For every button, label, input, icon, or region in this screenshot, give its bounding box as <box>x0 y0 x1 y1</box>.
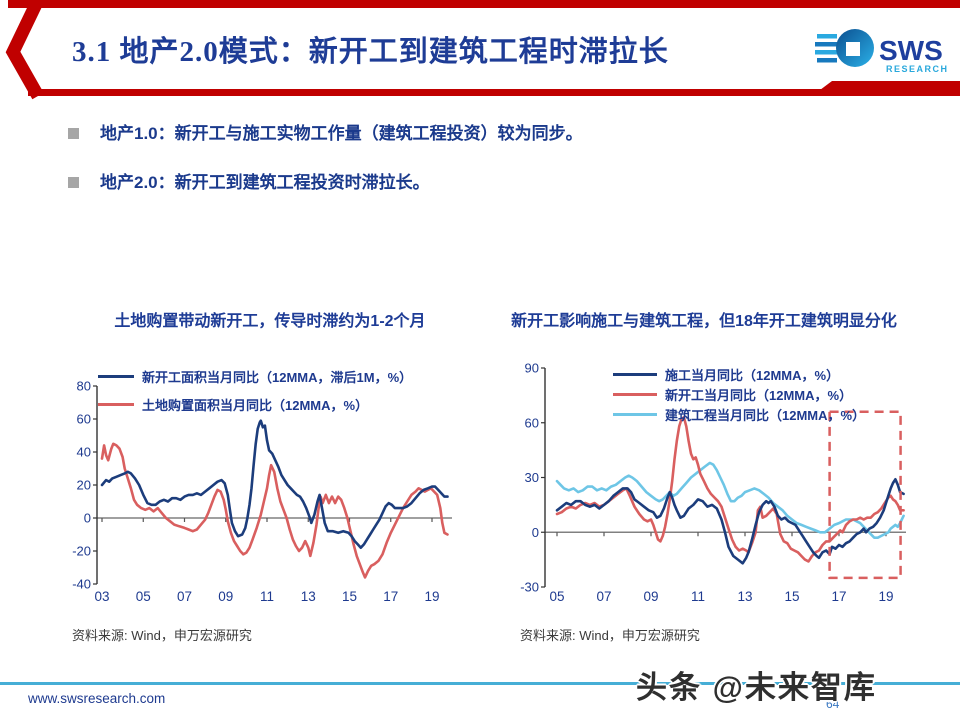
y-tick-label: 60 <box>525 415 539 430</box>
chart-title-right: 新开工影响施工与建筑工程，但18年开工建筑明显分化 <box>511 313 897 330</box>
watermark: 头条 @未来智库 <box>636 670 877 705</box>
legend-item: 新开工当月同比（12MMA，%） <box>613 384 865 404</box>
legend-line-sample <box>613 372 657 376</box>
x-tick-label: 09 <box>643 589 658 604</box>
footer-website: www.swsresearch.com <box>28 691 166 706</box>
highlight-box <box>828 410 902 580</box>
legend-label: 新开工面积当月同比（12MMA，滞后1M，%） <box>142 369 413 385</box>
footer-divider <box>0 682 960 685</box>
series-line <box>555 461 905 539</box>
x-tick-label: 19 <box>878 589 893 604</box>
legend-line-sample <box>613 392 657 396</box>
y-tick-label: 20 <box>77 478 91 493</box>
bullet-item: 地产1.0：新开工与施工实物工作量（建筑工程投资）较为同步。 <box>68 122 898 146</box>
legend-label: 建筑工程当月同比（12MMA，%） <box>665 407 866 423</box>
legend-label: 新开工当月同比（12MMA，%） <box>665 387 853 403</box>
y-tick-label: 0 <box>84 511 91 526</box>
y-tick-label: 30 <box>525 470 539 485</box>
header-banner <box>5 0 960 100</box>
x-tick-label: 07 <box>596 589 611 604</box>
x-tick-label: 13 <box>737 589 752 604</box>
bullet-list: 地产1.0：新开工与施工实物工作量（建筑工程投资）较为同步。 地产2.0：新开工… <box>68 122 898 220</box>
y-tick-label: -20 <box>72 544 91 559</box>
legend-line-sample <box>98 402 134 406</box>
x-tick-label: 17 <box>383 589 398 604</box>
legend-item: 土地购置面积当月同比（12MMA，%） <box>98 390 412 418</box>
x-tick-label: 07 <box>177 589 192 604</box>
legend-line-sample <box>98 374 134 378</box>
page-title: 3.1 地产2.0模式：新开工到建筑工程时滞拉长 <box>72 36 669 68</box>
chart-left-block: 03 05 07 09 11 13 15 17 19 80 60 40 20 0 -20 -40 新开工面积当… <box>70 350 470 612</box>
legend-label: 土地购置面积当月同比（12MMA，%） <box>142 397 369 413</box>
bullet-item: 地产2.0：新开工到建筑工程投资时滞拉长。 <box>68 171 898 195</box>
y-tick-label: 90 <box>525 361 539 376</box>
bullet-text: 地产2.0：新开工到建筑工程投资时滞拉长。 <box>100 173 430 192</box>
x-tick-label: 11 <box>260 589 274 604</box>
chart-right-plot: 05 07 09 11 13 15 17 19 90 60 30 0 -30 <box>520 361 906 604</box>
legend-item: 新开工面积当月同比（12MMA，滞后1M，%） <box>98 362 412 390</box>
chart-left-plot: 03 05 07 09 11 13 15 17 19 80 60 40 20 0 -20 -40 <box>72 379 452 604</box>
legend-item: 建筑工程当月同比（12MMA，%） <box>613 404 865 424</box>
series-line <box>100 442 449 579</box>
source-note-left: 资料来源: Wind，申万宏源研究 <box>72 628 252 643</box>
x-tick-label: 11 <box>691 589 705 604</box>
page-number: 64 <box>826 697 840 711</box>
x-tick-label: 05 <box>136 589 151 604</box>
series-line <box>555 416 905 563</box>
bullet-square-icon <box>68 128 79 139</box>
x-tick-label: 19 <box>424 589 439 604</box>
source-note-right: 资料来源: Wind，申万宏源研究 <box>520 628 700 643</box>
y-tick-label: 60 <box>77 412 91 427</box>
x-tick-label: 03 <box>94 589 109 604</box>
y-tick-label: 40 <box>77 445 91 460</box>
y-tick-label: 80 <box>77 379 91 394</box>
sws-globe-icon <box>815 29 874 67</box>
chart-title-left: 土地购置带动新开工，传导时滞约为1-2个月 <box>114 313 426 330</box>
logo-text: SWS <box>879 35 943 66</box>
y-tick-label: -40 <box>72 577 91 592</box>
x-tick-label: 15 <box>342 589 357 604</box>
sws-logo: SWS RESEARCH <box>813 20 953 80</box>
header-chevron-shape <box>5 0 44 100</box>
y-tick-label: 0 <box>532 525 539 540</box>
series-line <box>555 478 905 565</box>
chart-right-legend: 施工当月同比（12MMA，%） 新开工当月同比（12MMA，%） 建筑工程当月同比（… <box>613 364 865 424</box>
y-tick-label: -30 <box>520 580 539 595</box>
x-tick-label: 13 <box>301 589 316 604</box>
legend-line-sample <box>613 412 657 416</box>
logo-subtext: RESEARCH <box>886 64 949 74</box>
chart-left-legend: 新开工面积当月同比（12MMA，滞后1M，%） 土地购置面积当月同比（12MMA，… <box>98 362 412 418</box>
legend-item: 施工当月同比（12MMA，%） <box>613 364 865 384</box>
x-tick-label: 05 <box>549 589 564 604</box>
x-tick-label: 09 <box>218 589 233 604</box>
x-tick-label: 15 <box>784 589 799 604</box>
bullet-square-icon <box>68 177 79 188</box>
x-tick-label: 17 <box>831 589 846 604</box>
chart-right-block: 05 07 09 11 13 15 17 19 90 60 30 0 -30 施工当月同比（12MMA，… <box>500 350 920 612</box>
series-line <box>100 419 449 549</box>
legend-label: 施工当月同比（12MMA，%） <box>665 367 840 383</box>
bullet-text: 地产1.0：新开工与施工实物工作量（建筑工程投资）较为同步。 <box>100 124 583 143</box>
